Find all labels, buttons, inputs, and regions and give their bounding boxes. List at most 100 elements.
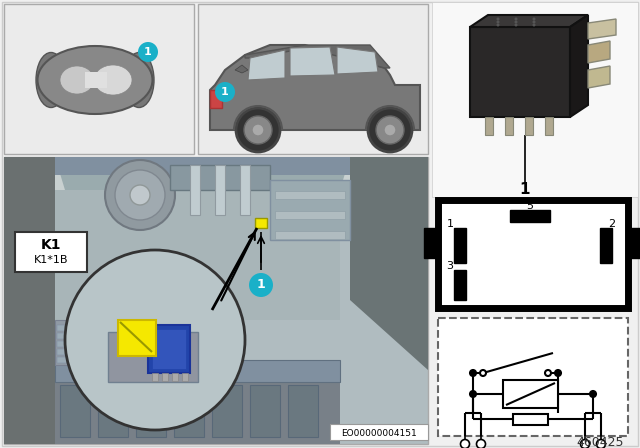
- Bar: [57, 333, 143, 339]
- Bar: [55, 190, 340, 320]
- Bar: [432, 2, 638, 197]
- Circle shape: [515, 23, 518, 26]
- Bar: [250, 385, 280, 437]
- Bar: [270, 180, 350, 240]
- Bar: [545, 117, 553, 135]
- Bar: [57, 357, 143, 363]
- Circle shape: [65, 250, 245, 430]
- Circle shape: [376, 116, 404, 144]
- Bar: [470, 27, 570, 117]
- Circle shape: [130, 185, 150, 205]
- Circle shape: [596, 439, 605, 448]
- Circle shape: [555, 370, 561, 376]
- Bar: [4, 157, 428, 444]
- Bar: [424, 228, 438, 258]
- Bar: [438, 318, 628, 436]
- Circle shape: [470, 370, 476, 376]
- Circle shape: [138, 42, 158, 62]
- Bar: [55, 320, 145, 365]
- Bar: [240, 165, 250, 215]
- Text: K1: K1: [41, 238, 61, 252]
- Bar: [152, 329, 186, 369]
- Text: 1: 1: [520, 182, 531, 198]
- Circle shape: [368, 108, 412, 152]
- Bar: [57, 325, 143, 331]
- Bar: [55, 380, 340, 444]
- Bar: [162, 373, 168, 381]
- Bar: [57, 341, 143, 347]
- Polygon shape: [55, 157, 350, 190]
- Ellipse shape: [124, 52, 154, 108]
- Ellipse shape: [94, 65, 132, 95]
- Polygon shape: [570, 15, 588, 117]
- Circle shape: [497, 23, 499, 26]
- Polygon shape: [248, 50, 285, 80]
- Bar: [275, 211, 345, 219]
- Circle shape: [497, 21, 499, 23]
- Circle shape: [384, 124, 396, 136]
- Circle shape: [580, 439, 589, 448]
- Bar: [15, 232, 87, 272]
- Bar: [438, 200, 628, 308]
- Bar: [136, 385, 166, 437]
- Bar: [198, 4, 428, 154]
- Bar: [513, 414, 548, 425]
- Circle shape: [215, 82, 235, 102]
- Bar: [330, 424, 428, 440]
- Polygon shape: [235, 65, 248, 73]
- Circle shape: [515, 21, 518, 23]
- Bar: [288, 385, 318, 437]
- Polygon shape: [588, 66, 610, 88]
- Text: EO00000004151: EO00000004151: [341, 428, 417, 438]
- Circle shape: [480, 370, 486, 376]
- Bar: [454, 228, 466, 263]
- Circle shape: [236, 108, 280, 152]
- Circle shape: [470, 391, 476, 397]
- Text: 3: 3: [447, 261, 454, 271]
- Polygon shape: [588, 41, 610, 63]
- Circle shape: [497, 17, 499, 21]
- Bar: [628, 228, 640, 258]
- Bar: [4, 157, 428, 217]
- Circle shape: [545, 370, 551, 376]
- Circle shape: [515, 17, 518, 21]
- Circle shape: [115, 170, 165, 220]
- Bar: [255, 218, 267, 228]
- Bar: [212, 385, 242, 437]
- Circle shape: [532, 21, 536, 23]
- Polygon shape: [588, 19, 616, 39]
- Bar: [152, 373, 158, 381]
- Ellipse shape: [38, 46, 152, 114]
- Bar: [148, 325, 190, 373]
- Circle shape: [532, 23, 536, 26]
- Bar: [210, 90, 222, 108]
- Polygon shape: [55, 157, 350, 175]
- Polygon shape: [210, 45, 420, 130]
- Ellipse shape: [60, 66, 94, 94]
- Text: 460425: 460425: [576, 435, 624, 448]
- Circle shape: [590, 391, 596, 397]
- Bar: [182, 373, 188, 381]
- Bar: [275, 231, 345, 239]
- Bar: [215, 165, 225, 215]
- Text: 1: 1: [221, 87, 229, 97]
- Bar: [170, 165, 270, 190]
- Bar: [118, 320, 156, 356]
- Polygon shape: [245, 45, 390, 68]
- Polygon shape: [4, 157, 55, 444]
- Bar: [505, 117, 513, 135]
- Ellipse shape: [36, 52, 66, 108]
- Bar: [98, 385, 128, 437]
- Bar: [60, 385, 90, 437]
- Text: 2: 2: [609, 219, 616, 229]
- Bar: [525, 117, 533, 135]
- Circle shape: [249, 273, 273, 297]
- Polygon shape: [470, 15, 588, 27]
- Bar: [174, 385, 204, 437]
- Bar: [510, 210, 550, 222]
- Text: 5: 5: [527, 201, 534, 211]
- Circle shape: [244, 116, 272, 144]
- Bar: [600, 228, 612, 263]
- Bar: [57, 349, 143, 355]
- Bar: [55, 360, 340, 382]
